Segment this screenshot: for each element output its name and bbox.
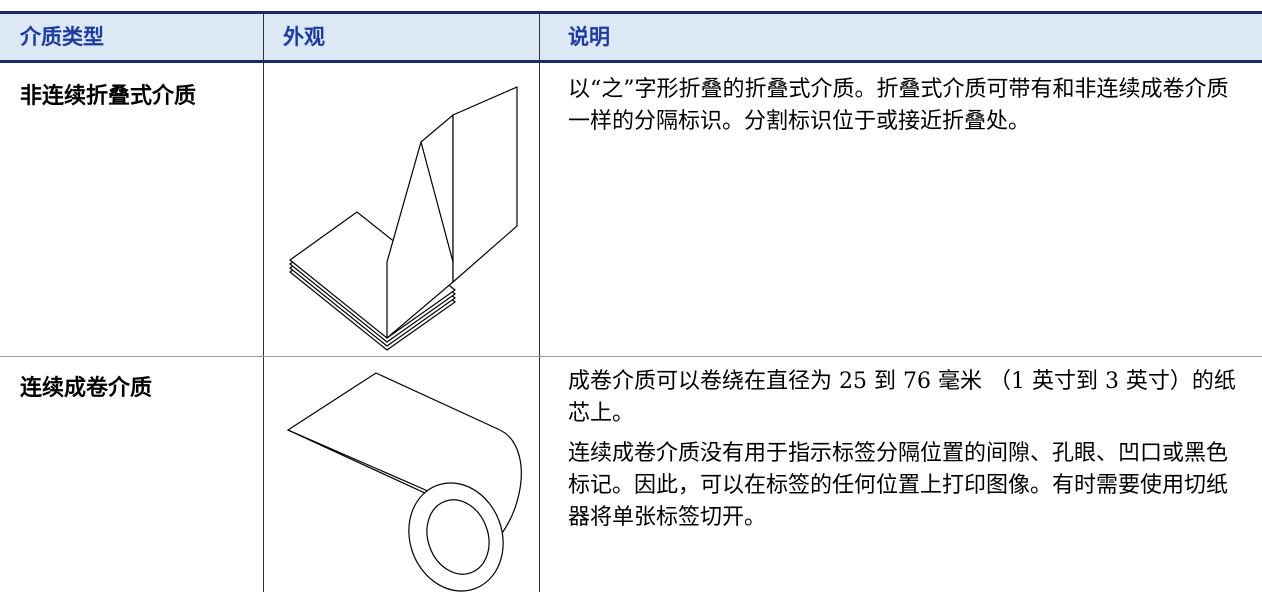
column-divider bbox=[539, 14, 540, 592]
table-header: 介质类型 外观 说明 bbox=[0, 14, 1262, 63]
paragraph: 连续成卷介质没有用于指示标签分隔位置的间隙、孔眼、凹口或黑色标记。因此，可以在标… bbox=[568, 441, 1229, 530]
media-type: 连续成卷介质 bbox=[20, 376, 153, 401]
row-divider bbox=[0, 356, 1262, 357]
roll-core bbox=[426, 499, 490, 575]
fanfold-illustration bbox=[289, 86, 518, 351]
folded-panel bbox=[452, 86, 518, 284]
media-type: 非连续折叠式介质 bbox=[20, 84, 197, 109]
header-cell: 说明 bbox=[568, 25, 610, 49]
description: 成卷介质可以卷绕在直径为 25 到 76 毫米 （1 英寸到 3 英寸）的纸芯上… bbox=[568, 366, 1248, 542]
header-cell: 介质类型 bbox=[20, 25, 104, 49]
description: 以“之”字形折叠的折叠式介质。折叠式介质可带有和非连续成卷介质一样的分隔标识。分… bbox=[568, 74, 1248, 146]
roll-edge bbox=[287, 429, 438, 496]
folded-panel bbox=[386, 113, 454, 340]
paragraph: 成卷介质可以卷绕在直径为 25 到 76 毫米 （1 英寸到 3 英寸）的纸芯上… bbox=[568, 369, 1236, 426]
header-cell: 外观 bbox=[283, 25, 325, 49]
top-rule bbox=[0, 11, 1262, 14]
fold-line bbox=[420, 141, 454, 263]
paragraph: 以“之”字形折叠的折叠式介质。折叠式介质可带有和非连续成卷介质一样的分隔标识。分… bbox=[568, 77, 1229, 134]
column-divider bbox=[263, 14, 264, 592]
roll-illustration bbox=[286, 372, 522, 592]
